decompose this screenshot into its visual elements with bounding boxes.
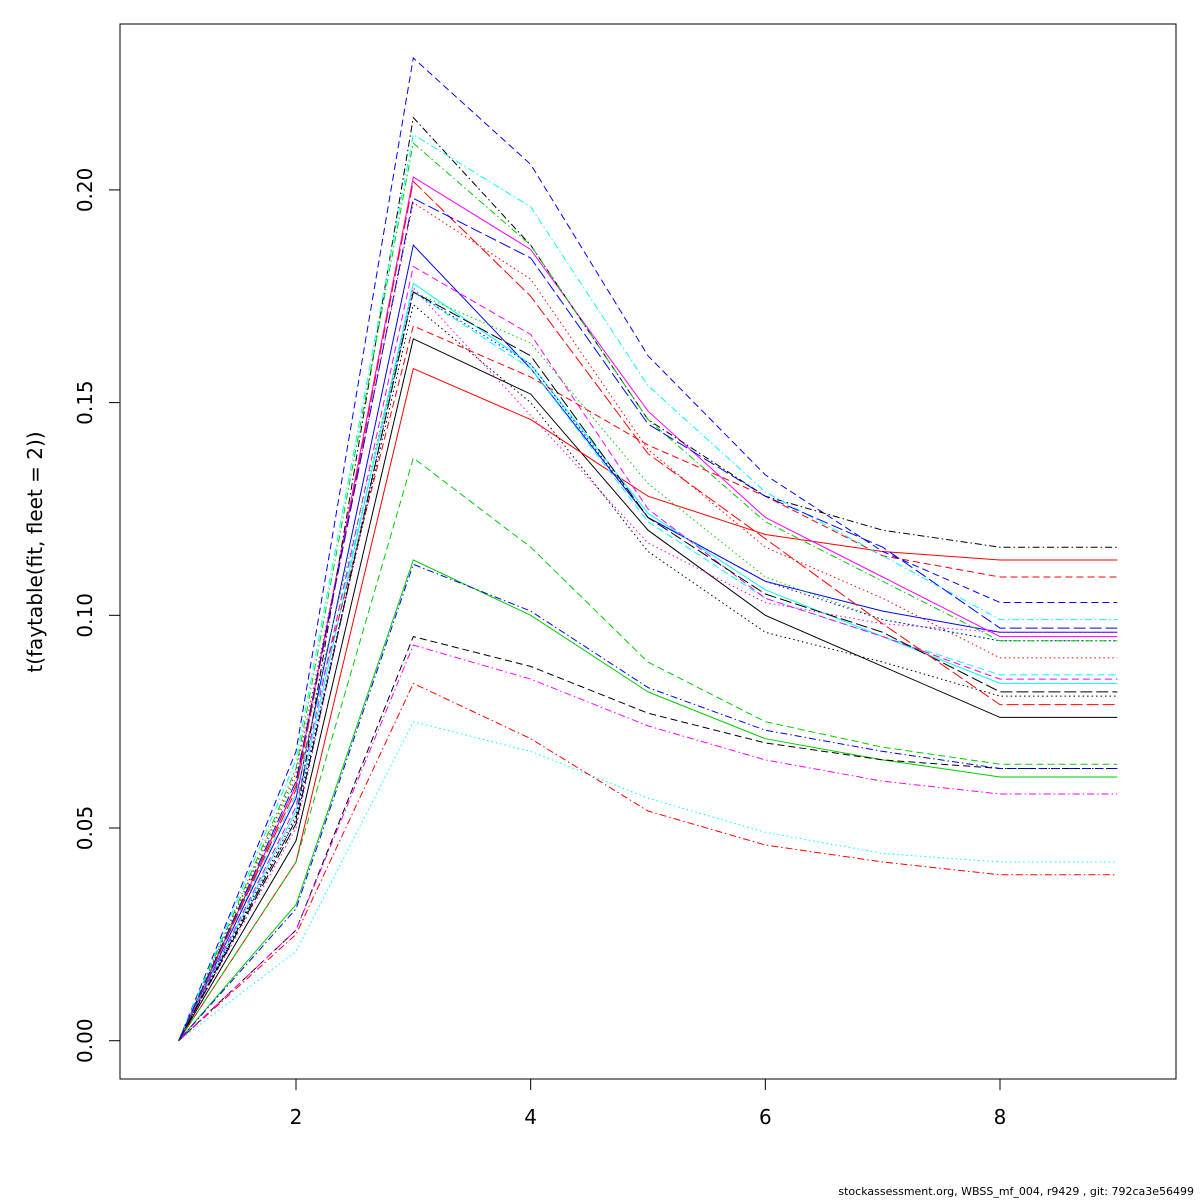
series-lines xyxy=(178,57,1118,1042)
x-tick-label: 6 xyxy=(759,1105,772,1129)
x-tick-label: 4 xyxy=(524,1105,537,1129)
series-line-10 xyxy=(178,57,1118,1041)
series-line-23 xyxy=(178,133,1118,1041)
x-axis: 2 4 6 8 xyxy=(290,1079,1007,1129)
x-tick-label: 2 xyxy=(290,1105,303,1129)
series-line-13 xyxy=(178,303,1118,1041)
series-line-12 xyxy=(178,265,1118,1041)
series-line-19 xyxy=(178,116,1118,1041)
series-line-21 xyxy=(178,142,1118,1041)
series-line-5 xyxy=(178,282,1118,1041)
series-line-3 xyxy=(178,559,1118,1042)
series-line-17 xyxy=(178,721,1118,1042)
y-tick-label: 0.15 xyxy=(73,380,97,425)
series-line-2 xyxy=(178,367,1118,1041)
plot-frame xyxy=(119,23,1177,1080)
series-line-15 xyxy=(178,291,1118,1041)
series-line-4 xyxy=(178,244,1118,1041)
series-line-7 xyxy=(178,636,1118,1042)
series-line-25 xyxy=(178,291,1118,1041)
series-line-27 xyxy=(178,197,1118,1041)
series-line-22 xyxy=(178,563,1118,1042)
footer-credit: stockassessment.org, WBSS_mf_004, r9429 … xyxy=(838,1185,1194,1198)
series-line-9 xyxy=(178,457,1118,1041)
y-tick-label: 0.10 xyxy=(73,593,97,638)
y-axis: 0.00 0.05 0.10 0.15 0.20 xyxy=(73,168,120,1063)
series-line-24 xyxy=(178,644,1118,1042)
x-tick-label: 8 xyxy=(994,1105,1007,1129)
series-line-20 xyxy=(178,682,1118,1042)
series-line-14 xyxy=(178,201,1118,1041)
series-line-1 xyxy=(178,338,1118,1041)
y-tick-label: 0.20 xyxy=(73,168,97,213)
y-tick-label: 0.05 xyxy=(73,806,97,851)
series-line-8 xyxy=(178,325,1118,1041)
series-line-18 xyxy=(178,286,1118,1041)
y-tick-label: 0.00 xyxy=(73,1018,97,1063)
series-line-6 xyxy=(178,176,1118,1041)
y-axis-title: t(faytable(fit, fleet = 2)) xyxy=(23,431,47,672)
